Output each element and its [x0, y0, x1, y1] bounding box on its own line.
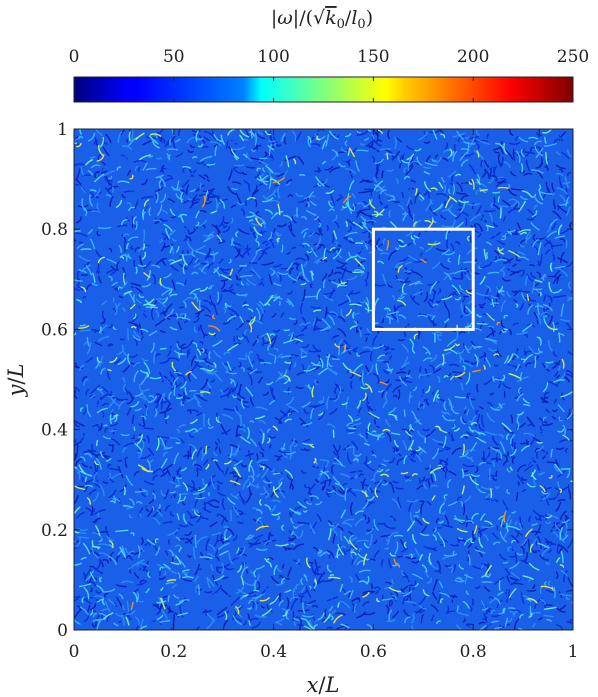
y-tick-label: 1 — [57, 120, 68, 140]
colorbar — [73, 76, 574, 103]
x-tick-label: 0.2 — [160, 642, 187, 662]
heatmap-background — [74, 129, 573, 630]
vorticity-filaments — [74, 129, 573, 630]
vorticity-filaments — [74, 129, 573, 630]
x-tick-label: 1 — [568, 642, 579, 662]
colorbar-tick-label: 50 — [163, 47, 185, 67]
y-tick-label: 0.8 — [41, 220, 68, 240]
y-tick-label: 0 — [57, 621, 68, 641]
axis-ticks — [73, 128, 574, 631]
x-tick-label: 0.4 — [260, 642, 287, 662]
vorticity-filaments — [130, 177, 507, 610]
y-tick-label: 0.2 — [41, 521, 68, 541]
highlight-box — [371, 227, 475, 331]
y-tick-label: 0.6 — [41, 320, 68, 340]
x-tick-label: 0.8 — [460, 642, 487, 662]
vorticity-filaments — [74, 129, 573, 630]
vorticity-filaments — [74, 129, 573, 630]
plot-frame — [73, 128, 574, 631]
vorticity-filaments — [74, 129, 573, 630]
vorticity-filaments — [74, 129, 573, 610]
colorbar-ticks — [73, 77, 574, 102]
colorbar-tick-label: 150 — [357, 47, 389, 67]
colorbar-tick-label: 200 — [457, 47, 489, 67]
vorticity-filaments — [76, 135, 565, 624]
y-tick-label: 0.4 — [41, 421, 68, 441]
heatmap-field — [74, 129, 573, 630]
colorbar-label: |ω|/(√k0/l0) — [271, 7, 373, 32]
x-tick-label: 0 — [69, 642, 80, 662]
colorbar-tick-label: 0 — [69, 47, 80, 67]
y-tick-labels: 0 0.2 0.4 0.6 0.8 1 — [41, 120, 68, 641]
vorticity-filaments — [74, 129, 571, 630]
y-axis-label: y/L — [4, 364, 28, 398]
colorbar-tick-label: 100 — [257, 47, 289, 67]
x-tick-labels: 0 0.2 0.4 0.6 0.8 1 — [69, 642, 579, 662]
x-axis-label: x/L — [307, 673, 340, 697]
colorbar-tick-labels: 0 50 100 150 200 250 — [69, 47, 590, 67]
colorbar-tick-label: 250 — [557, 47, 589, 67]
x-tick-label: 0.6 — [360, 642, 387, 662]
